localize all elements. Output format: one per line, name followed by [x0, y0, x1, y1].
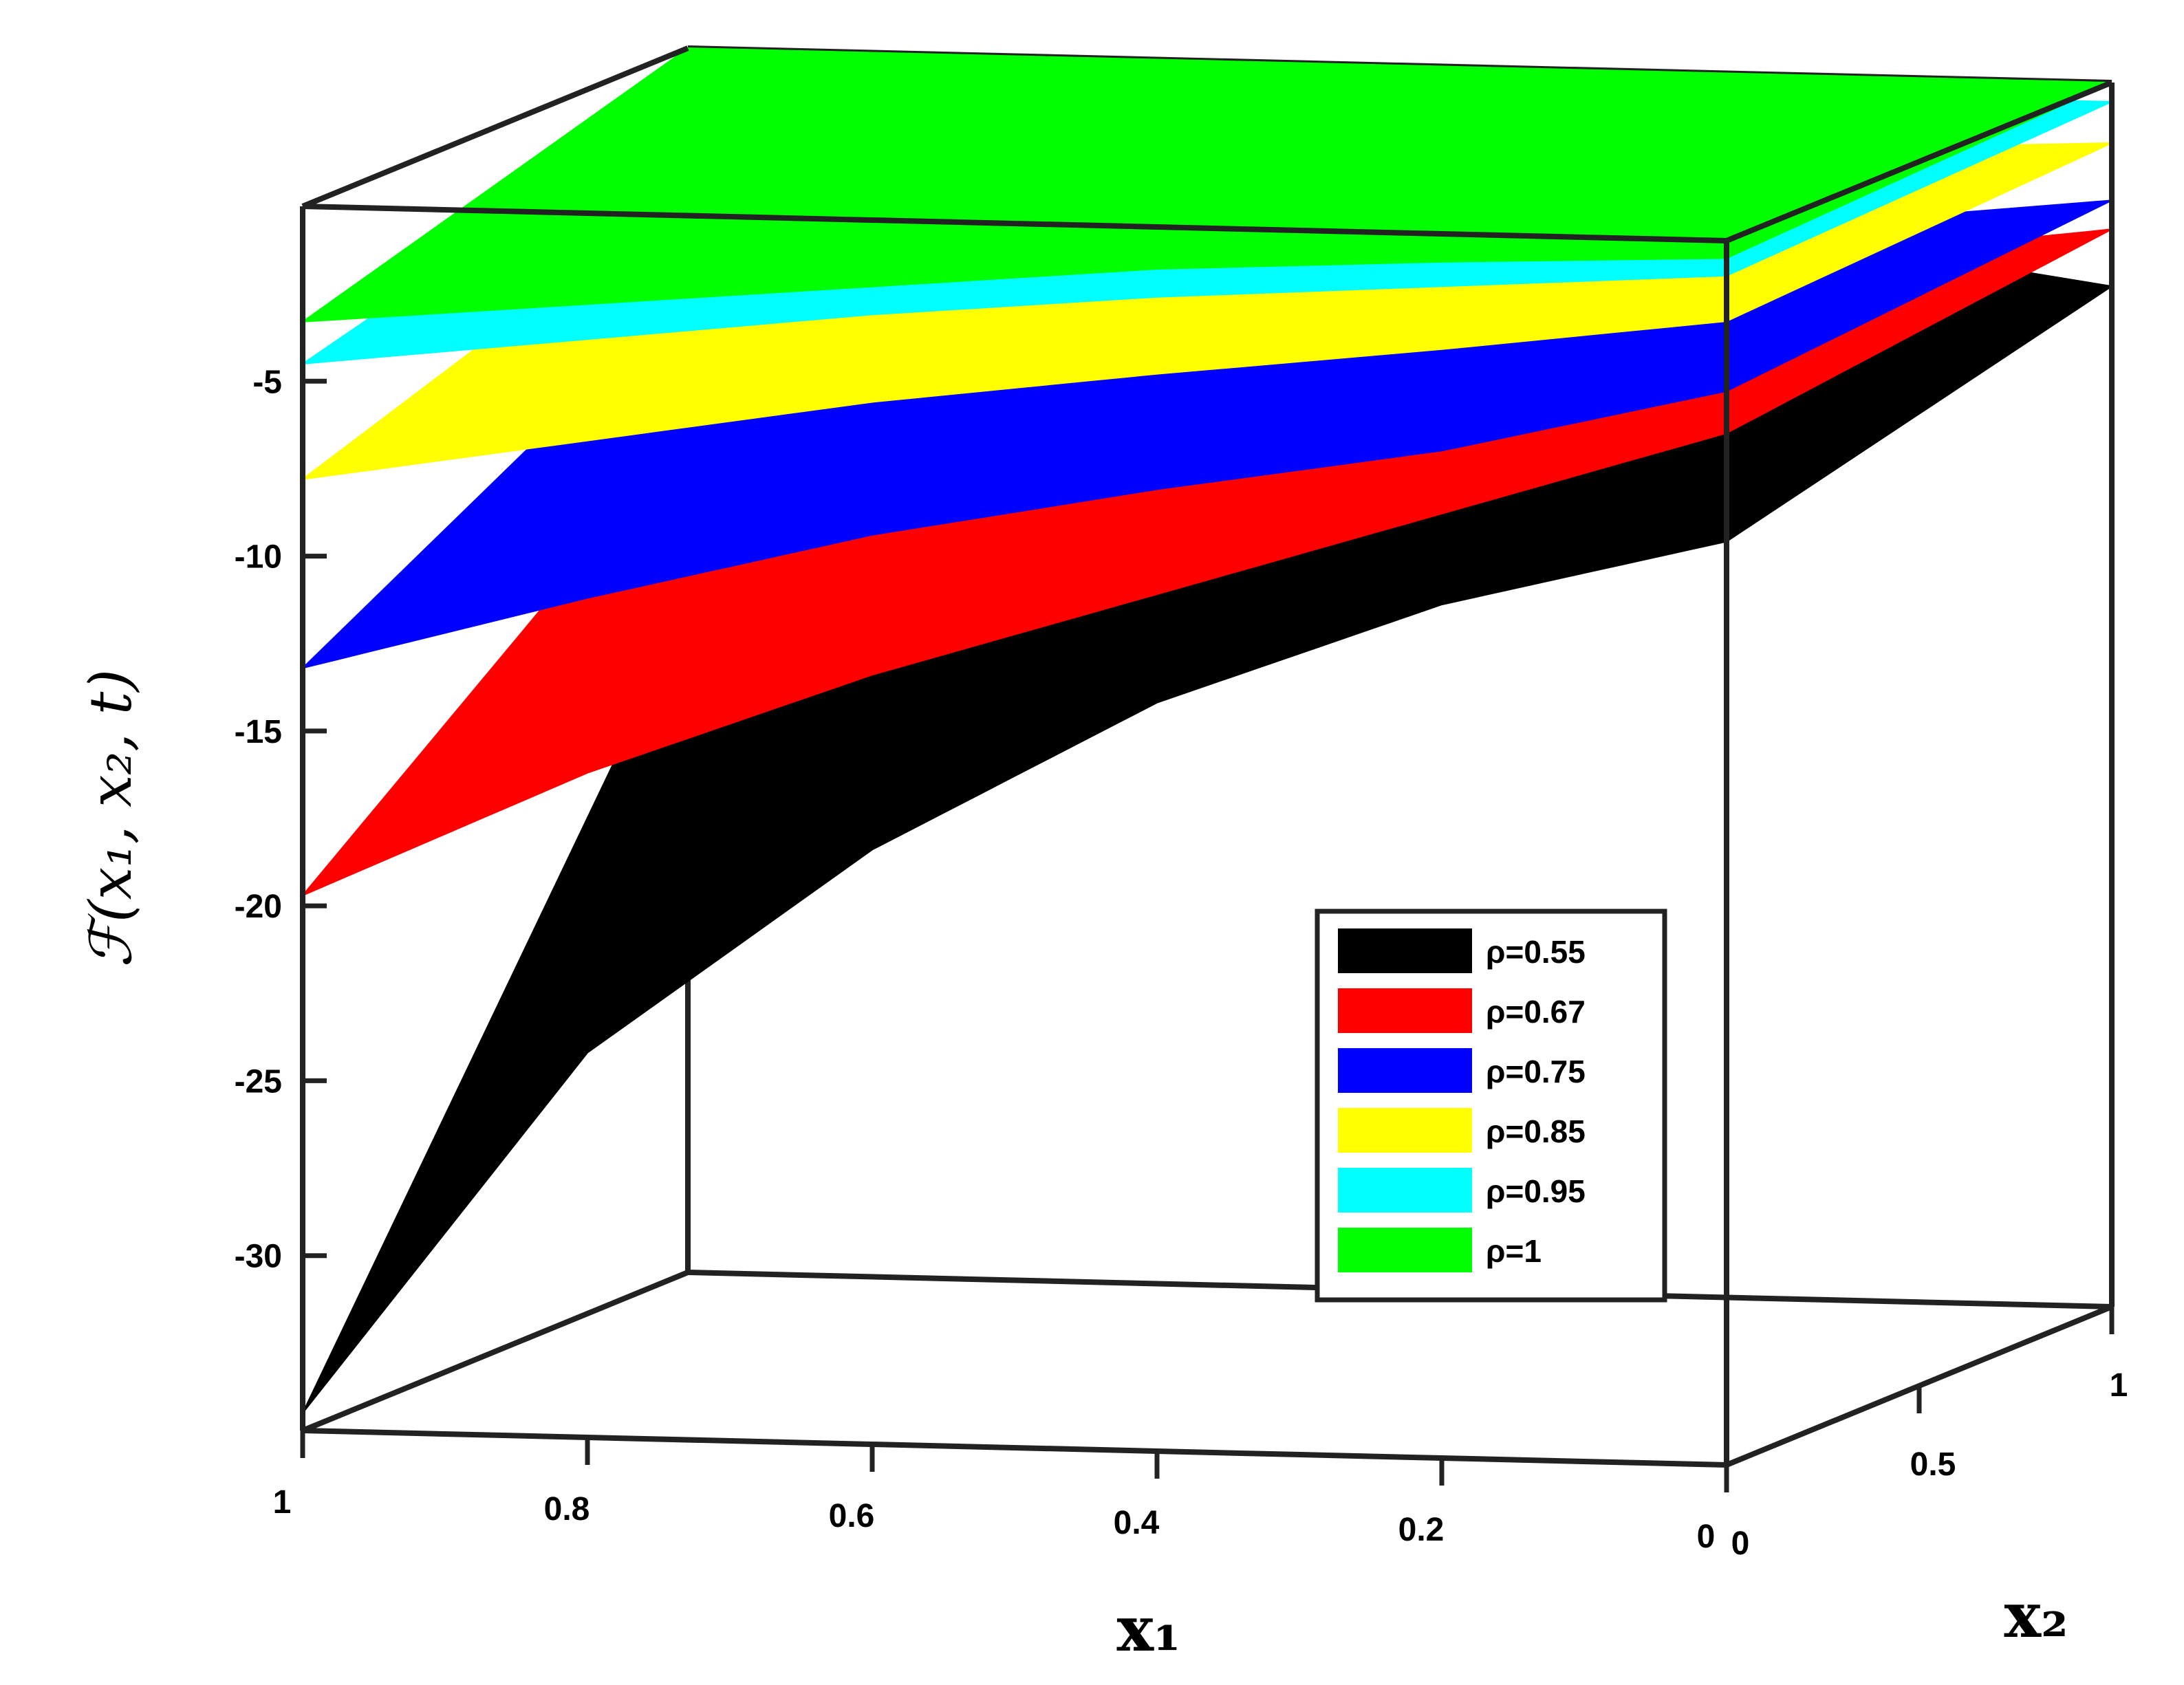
z-tick-label: -10 [235, 539, 282, 576]
box-left-top [301, 45, 689, 209]
z-tick-label: -25 [235, 1063, 282, 1100]
box-left-bottom [301, 1270, 689, 1433]
legend: ρ=0.55 ρ=0.67 ρ=0.75 ρ=0.85 ρ=0.95 ρ=1 [1315, 909, 1667, 1303]
x1-axis-label: x₁ [1116, 1593, 1180, 1666]
legend-swatch [1338, 928, 1472, 973]
legend-swatch [1338, 1108, 1472, 1153]
z-tick-label: -15 [235, 714, 282, 750]
x1-tick-label: 1 [273, 1484, 292, 1521]
legend-swatch [1338, 1048, 1472, 1093]
legend-label: ρ=0.85 [1486, 1113, 1586, 1149]
axis-labels: ℱ(x₁, x₂, t) x₁ x₂ [77, 669, 2068, 1666]
x1-tick-label: 0.2 [1398, 1512, 1445, 1548]
z-axis-label: ℱ(x₁, x₂, t) [77, 669, 144, 968]
x1-tick-label: 0 [1697, 1519, 1716, 1555]
legend-label: ρ=0.95 [1486, 1173, 1586, 1209]
x1-tick-label: 0.8 [544, 1491, 590, 1528]
x1-tick-label: 0.4 [1114, 1505, 1160, 1541]
legend-swatch [1338, 1228, 1472, 1272]
legend-label: ρ=0.55 [1486, 934, 1586, 970]
x2-tick-label: 1 [2110, 1367, 2128, 1404]
axis-ticks: 1 0.8 0.6 0.4 0.2 0 1 0.5 0 -5 -10 -15 -20 -25 -30 [235, 364, 2128, 1562]
z-tick-label: -5 [252, 364, 282, 400]
legend-label: ρ=0.67 [1486, 994, 1586, 1030]
legend-swatch [1338, 988, 1472, 1033]
x1-tick-label: 0.6 [829, 1498, 875, 1534]
surface-layers [300, 47, 2114, 1414]
legend-label: ρ=1 [1486, 1233, 1542, 1269]
legend-swatch [1338, 1168, 1472, 1213]
z-tick-label: -20 [235, 889, 282, 925]
legend-label: ρ=0.75 [1486, 1054, 1586, 1089]
box-right-top [1725, 80, 2113, 243]
x2-tick-label: 0.5 [1910, 1446, 1956, 1483]
box-front-top [302, 204, 1727, 243]
box-front-bottom [302, 1428, 1727, 1468]
z-tick-label: -30 [235, 1239, 282, 1275]
x2-tick-label: 0 [1731, 1525, 1750, 1562]
x2-axis-label: x₂ [2004, 1579, 2068, 1652]
